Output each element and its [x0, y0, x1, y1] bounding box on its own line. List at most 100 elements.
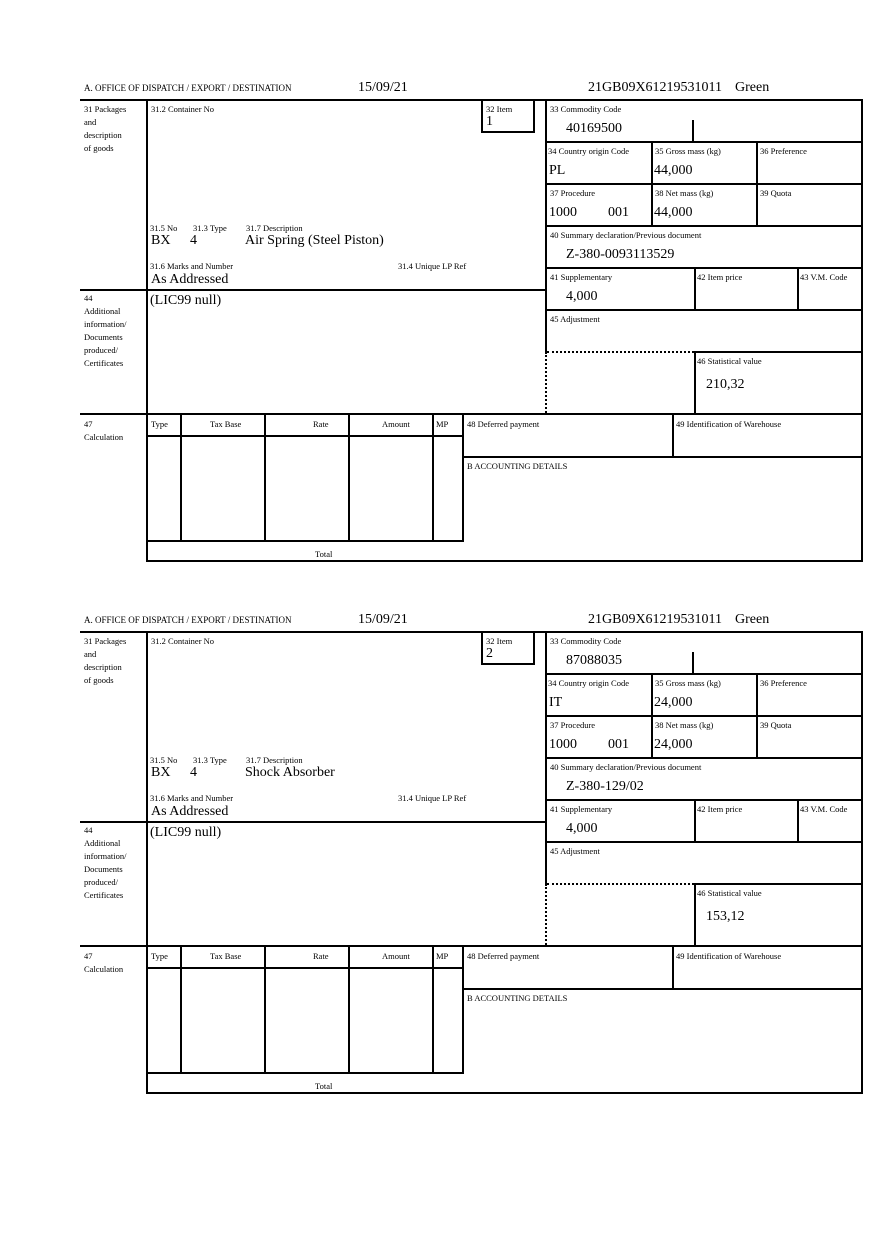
- box31-label: and: [84, 117, 97, 127]
- rule: [545, 715, 863, 717]
- box44-label: Certificates: [84, 890, 124, 900]
- rule: [481, 631, 483, 665]
- rule: [545, 799, 863, 801]
- dotted-rule: [547, 351, 694, 353]
- rule: [545, 141, 863, 143]
- item-label: 32 Item: [486, 636, 513, 646]
- net-mass-label: 38 Net mass (kg): [655, 720, 714, 730]
- deferred-payment-label: 48 Deferred payment: [467, 951, 540, 961]
- pkg-no-label: 31.5 No: [150, 755, 178, 765]
- calc-header-amount: Amount: [382, 419, 410, 429]
- rule: [533, 631, 535, 665]
- rule: [462, 456, 863, 458]
- office-label: A. OFFICE OF DISPATCH / EXPORT / DESTINA…: [84, 615, 292, 625]
- box44-label: Additional: [84, 306, 121, 316]
- rule: [797, 799, 799, 843]
- box44-label: Certificates: [84, 358, 124, 368]
- route: Green: [735, 80, 770, 95]
- procedure-label: 37 Procedure: [550, 720, 596, 730]
- rule: [146, 99, 148, 415]
- country-origin-label: 34 Country origin Code: [548, 146, 629, 156]
- rule: [146, 560, 863, 562]
- supplementary-label: 41 Supplementary: [550, 272, 613, 282]
- procedure-label: 37 Procedure: [550, 188, 596, 198]
- rule: [694, 883, 696, 947]
- calc-header-amount: Amount: [382, 951, 410, 961]
- rule: [146, 631, 148, 947]
- rule: [672, 945, 674, 990]
- calc-header-rate: Rate: [313, 419, 329, 429]
- net-mass: 24,000: [654, 737, 693, 752]
- calc-total-label: Total: [315, 1081, 333, 1091]
- supplementary-label: 41 Supplementary: [550, 804, 613, 814]
- previous-document: Z-380-129/02: [566, 779, 644, 794]
- dotted-rule: [545, 352, 547, 413]
- description-label: 31.7 Description: [246, 755, 303, 765]
- reference-number: 21GB09X61219531011: [588, 80, 723, 95]
- commodity-code-label: 33 Commodity Code: [550, 104, 622, 114]
- dotted-rule: [547, 883, 694, 885]
- gross-mass-label: 35 Gross mass (kg): [655, 678, 721, 688]
- rule: [651, 141, 653, 227]
- rule: [481, 131, 535, 133]
- procedure-code: 1000: [549, 205, 577, 220]
- item-number: 1: [486, 114, 493, 129]
- package-kind: BX: [151, 233, 171, 248]
- container-no-label: 31.2 Container No: [151, 636, 215, 646]
- rule: [651, 673, 653, 759]
- rule: [545, 225, 863, 227]
- box31-label: of goods: [84, 143, 114, 153]
- procedure-code: 1000: [549, 737, 577, 752]
- commodity-code: 40169500: [566, 121, 622, 136]
- gross-mass: 24,000: [654, 695, 693, 710]
- supplementary-units: 4,000: [566, 289, 598, 304]
- calc-header-tax-base: Tax Base: [210, 951, 242, 961]
- box47-label: 47: [84, 419, 93, 429]
- calc-header-mp: MP: [436, 951, 449, 961]
- box44-label: 44: [84, 293, 93, 303]
- item-number: 2: [486, 646, 493, 661]
- warehouse-label: 49 Identification of Warehouse: [676, 951, 782, 961]
- rule: [481, 663, 535, 665]
- rule: [80, 413, 863, 415]
- box44-label: produced/: [84, 877, 118, 887]
- rule: [180, 413, 182, 542]
- rule: [545, 183, 863, 185]
- rule: [694, 799, 696, 843]
- rule: [80, 289, 547, 291]
- previous-document: Z-380-0093113529: [566, 247, 675, 262]
- gross-mass: 44,000: [654, 163, 693, 178]
- previous-document-label: 40 Summary declaration/Previous document: [550, 230, 702, 240]
- date: 15/09/21: [358, 80, 408, 95]
- rule: [348, 413, 350, 542]
- rule: [545, 673, 863, 675]
- box44-label: produced/: [84, 345, 118, 355]
- vm-code-label: 43 V.M. Code: [800, 804, 848, 814]
- calc-header-type: Type: [151, 419, 168, 429]
- pkg-type-label: 31.3 Type: [193, 755, 227, 765]
- rule: [545, 841, 863, 843]
- item-block-1: A. OFFICE OF DISPATCH / EXPORT / DESTINA…: [0, 0, 882, 562]
- marks-label: 31.6 Marks and Number: [150, 261, 234, 271]
- accounting-details-label: B ACCOUNTING DETAILS: [467, 993, 568, 1003]
- rule: [462, 413, 464, 542]
- deferred-payment-label: 48 Deferred payment: [467, 419, 540, 429]
- pkg-no-label: 31.5 No: [150, 223, 178, 233]
- package-count: 4: [190, 765, 197, 780]
- rule: [533, 99, 535, 133]
- procedure-additional: 001: [608, 205, 629, 220]
- box31-label: 31 Packages: [84, 636, 127, 646]
- date: 15/09/21: [358, 612, 408, 627]
- rule: [481, 99, 483, 133]
- box47-label: Calculation: [84, 432, 124, 442]
- box44-label: Documents: [84, 864, 123, 874]
- rule: [146, 945, 148, 1094]
- statistical-value-label: 46 Statistical value: [697, 356, 762, 366]
- marks-value: As Addressed: [151, 272, 229, 287]
- box31-label: and: [84, 649, 97, 659]
- rule: [672, 413, 674, 458]
- commodity-code-label: 33 Commodity Code: [550, 636, 622, 646]
- rule: [348, 945, 350, 1074]
- statistical-value-label: 46 Statistical value: [697, 888, 762, 898]
- box31-label: description: [84, 130, 122, 140]
